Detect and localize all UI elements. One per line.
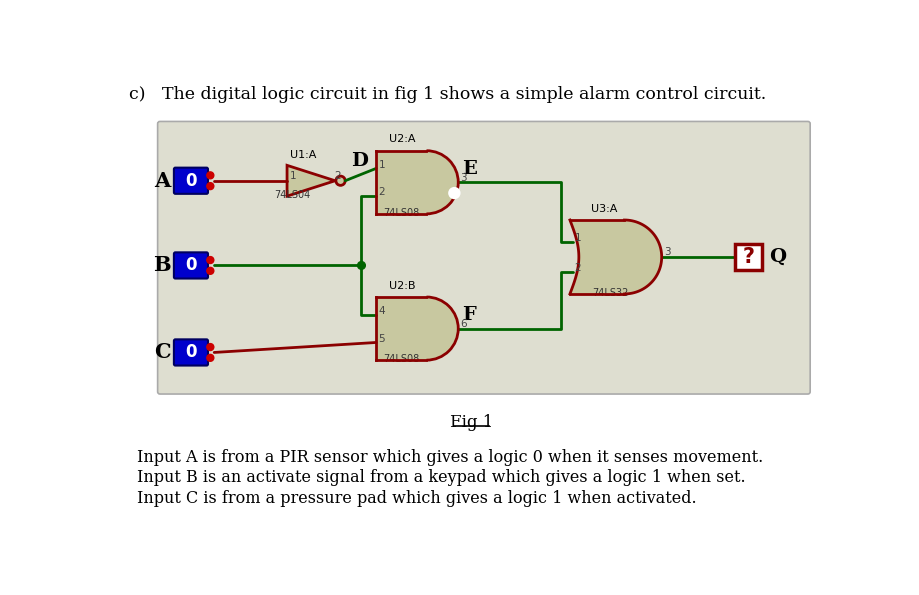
Text: Q: Q xyxy=(768,248,786,266)
FancyBboxPatch shape xyxy=(157,121,810,394)
Text: 1: 1 xyxy=(378,159,385,170)
Circle shape xyxy=(207,172,213,179)
Circle shape xyxy=(207,343,213,350)
Circle shape xyxy=(207,256,213,264)
Text: c)   The digital logic circuit in fig 1 shows a simple alarm control circuit.: c) The digital logic circuit in fig 1 sh… xyxy=(129,86,766,103)
Text: Input A is from a PIR sensor which gives a logic 0 when it senses movement.: Input A is from a PIR sensor which gives… xyxy=(137,449,762,466)
Circle shape xyxy=(357,262,365,270)
Text: U3:A: U3:A xyxy=(591,203,618,214)
Text: B: B xyxy=(153,255,171,275)
Text: 2: 2 xyxy=(334,171,341,181)
Text: F: F xyxy=(461,306,475,324)
Text: 74LS08: 74LS08 xyxy=(383,208,419,218)
Text: 74LS32: 74LS32 xyxy=(592,288,629,298)
Text: 3: 3 xyxy=(664,248,670,258)
Circle shape xyxy=(394,297,458,360)
Text: E: E xyxy=(461,159,476,178)
FancyBboxPatch shape xyxy=(734,244,761,270)
Polygon shape xyxy=(569,220,661,294)
Text: 3: 3 xyxy=(460,173,467,183)
Circle shape xyxy=(207,267,213,274)
FancyBboxPatch shape xyxy=(376,297,426,360)
Text: 5: 5 xyxy=(378,334,385,344)
Text: 0: 0 xyxy=(185,343,197,361)
Text: 1: 1 xyxy=(289,171,296,181)
Text: D: D xyxy=(350,152,368,170)
FancyBboxPatch shape xyxy=(174,252,208,278)
Circle shape xyxy=(394,151,458,214)
Text: Input C is from a pressure pad which gives a logic 1 when activated.: Input C is from a pressure pad which giv… xyxy=(137,490,696,508)
Text: 74LS04: 74LS04 xyxy=(274,190,311,200)
Text: 6: 6 xyxy=(460,319,467,329)
Text: U1:A: U1:A xyxy=(289,149,316,159)
Text: 2: 2 xyxy=(378,187,385,198)
Text: A: A xyxy=(154,171,171,191)
Text: C: C xyxy=(154,343,171,362)
Polygon shape xyxy=(287,165,335,196)
FancyBboxPatch shape xyxy=(376,151,426,214)
Text: 1: 1 xyxy=(574,233,581,243)
FancyBboxPatch shape xyxy=(174,339,208,365)
Circle shape xyxy=(335,176,345,186)
Text: 2: 2 xyxy=(574,263,581,273)
Text: Fig 1: Fig 1 xyxy=(449,414,493,431)
Text: Input B is an activate signal from a keypad which gives a logic 1 when set.: Input B is an activate signal from a key… xyxy=(137,469,744,487)
Text: ?: ? xyxy=(742,247,754,267)
Text: 0: 0 xyxy=(185,172,197,190)
Text: U2:A: U2:A xyxy=(388,134,414,144)
FancyBboxPatch shape xyxy=(174,168,208,194)
Circle shape xyxy=(207,355,213,361)
Text: 74LS08: 74LS08 xyxy=(383,355,419,365)
Text: U2:B: U2:B xyxy=(388,280,414,290)
Text: 0: 0 xyxy=(185,256,197,274)
Circle shape xyxy=(448,187,460,199)
Circle shape xyxy=(207,183,213,190)
Text: 4: 4 xyxy=(378,306,385,316)
